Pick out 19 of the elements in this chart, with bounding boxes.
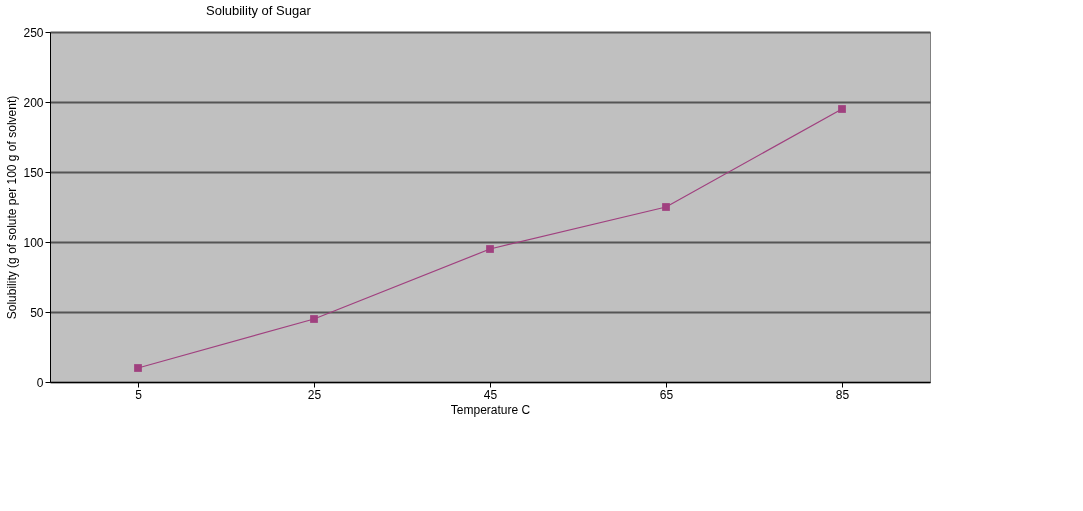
y-tick-label: 250 (23, 25, 44, 40)
y-axis-title: Solubility (g of solute per 100 g of solvent) (5, 95, 20, 320)
point (310, 315, 318, 323)
x-axis-title: Temperature C (450, 402, 531, 417)
chart-title: Solubility of Sugar (205, 3, 312, 18)
point (134, 364, 142, 372)
x-tick-label: 85 (835, 387, 850, 402)
y-tick-label: 200 (23, 95, 44, 110)
x-tick-label: 25 (307, 387, 322, 402)
x-tick-label: 65 (659, 387, 674, 402)
x-tick-label: 5 (135, 387, 143, 402)
x-tick-label: 45 (483, 387, 498, 402)
point (838, 105, 846, 113)
y-tick-label: 150 (23, 165, 44, 180)
point (486, 245, 494, 253)
y-tick-label: 50 (30, 305, 44, 320)
point (662, 203, 670, 211)
y-tick-label: 100 (23, 235, 44, 250)
y-tick-label: 0 (36, 375, 44, 390)
